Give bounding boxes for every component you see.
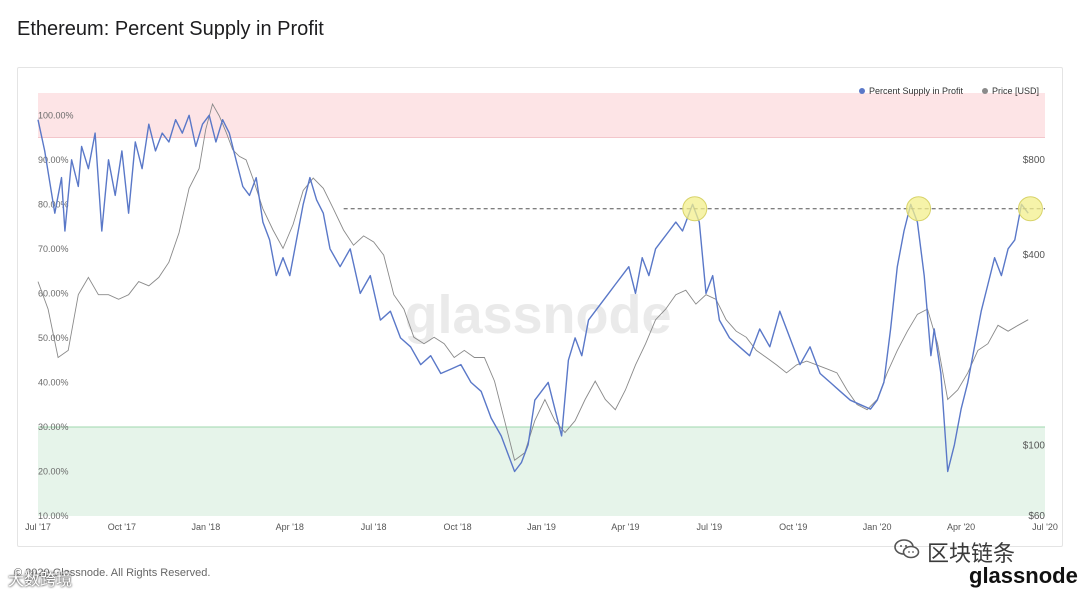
y-tick-label: 50.00% bbox=[38, 333, 69, 343]
y-right-tick-label: $400 bbox=[1023, 250, 1046, 261]
legend-marker bbox=[859, 88, 865, 94]
x-tick-label: Apr '20 bbox=[947, 522, 975, 532]
chart-svg: glassnode 10.00% 20.00% 30.00% 40.00% 50.00%… bbox=[25, 86, 1058, 532]
x-tick-label: Jul '20 bbox=[1032, 522, 1058, 532]
y-tick-label: 40.00% bbox=[38, 377, 69, 387]
highlight-circle bbox=[906, 196, 932, 222]
brand-logo: glassnode bbox=[969, 563, 1078, 588]
y-right-tick-label: $60 bbox=[1028, 511, 1045, 522]
copyright-footer: © 2020 Glassnode. All Rights Reserved. bbox=[14, 567, 211, 579]
x-tick-label: Oct '17 bbox=[108, 522, 136, 532]
highlight-circle bbox=[1017, 196, 1043, 222]
price-line bbox=[37, 102, 1029, 461]
x-tick-label: Jul '18 bbox=[361, 522, 387, 532]
x-tick-label: Jul '19 bbox=[696, 522, 722, 532]
y-tick-label: 70.00% bbox=[38, 244, 69, 254]
x-tick-label: Jan '18 bbox=[191, 522, 220, 532]
page-title: Ethereum: Percent Supply in Profit bbox=[17, 18, 324, 40]
x-tick-label: Oct '19 bbox=[779, 522, 807, 532]
y-tick-label: 60.00% bbox=[38, 288, 69, 298]
y-tick-label: 100.00% bbox=[38, 110, 74, 120]
y-tick-label: 20.00% bbox=[38, 466, 69, 476]
glassnode-watermark: glassnode bbox=[404, 285, 671, 345]
x-tick-label: Apr '18 bbox=[276, 522, 304, 532]
highlight-circle bbox=[682, 196, 708, 222]
y-tick-label: 10.00% bbox=[38, 511, 69, 521]
x-tick-label: Jan '19 bbox=[527, 522, 556, 532]
x-tick-label: Jul '17 bbox=[25, 522, 51, 532]
legend-label: Percent Supply in Profit bbox=[869, 86, 964, 96]
profit-line bbox=[37, 114, 1029, 473]
legend-marker bbox=[982, 88, 988, 94]
profit-green-band bbox=[38, 426, 1045, 516]
y-right-tick-label: $100 bbox=[1023, 441, 1046, 452]
y-tick-label: 30.00% bbox=[38, 422, 69, 432]
wechat-account-name: 区块链条 bbox=[927, 542, 1016, 567]
overlay-watermark-text: 大数跨境 bbox=[8, 570, 73, 589]
x-tick-label: Apr '19 bbox=[611, 522, 639, 532]
y-right-tick-label: $800 bbox=[1023, 155, 1046, 166]
chart-panel: glassnode 10.00% 20.00% 30.00% 40.00% 50.00%… bbox=[17, 67, 1063, 547]
x-tick-label: Oct '18 bbox=[443, 522, 471, 532]
x-tick-label: Jan '20 bbox=[863, 522, 892, 532]
y-tick-label: 90.00% bbox=[38, 155, 69, 165]
legend-label: Price [USD] bbox=[992, 86, 1039, 96]
wechat-icon bbox=[894, 539, 920, 559]
